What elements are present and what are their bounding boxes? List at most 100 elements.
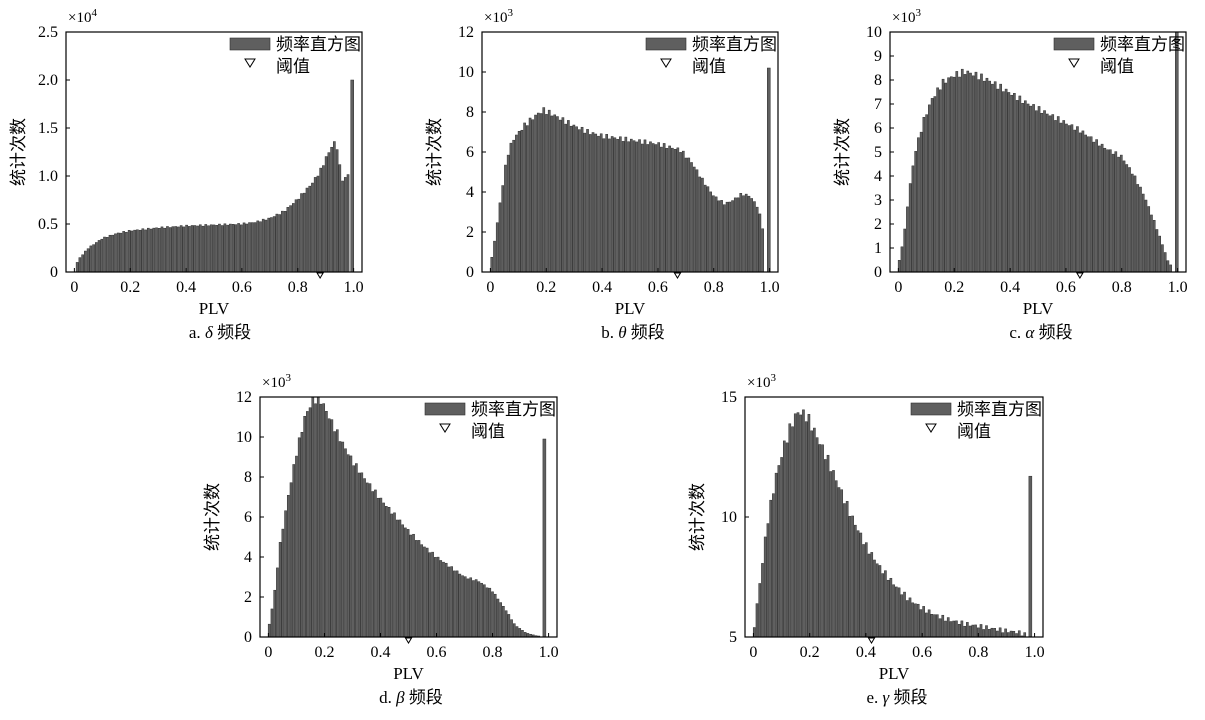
- histogram-bar: [451, 567, 453, 637]
- histogram-bar: [213, 225, 215, 272]
- histogram-bar: [243, 223, 245, 272]
- histogram-bar: [306, 411, 308, 637]
- histogram-bar: [1013, 93, 1015, 272]
- histogram-bar: [112, 235, 114, 272]
- histogram-bar: [652, 144, 654, 272]
- histogram-bar: [461, 576, 463, 637]
- histogram-bar: [355, 464, 357, 637]
- histogram-bar: [589, 134, 591, 272]
- y-tick-label: 4: [466, 184, 474, 201]
- y-tick-label: 1.5: [38, 120, 58, 137]
- histogram-bar: [920, 610, 922, 637]
- histogram-bar: [761, 563, 763, 637]
- histogram-bar: [983, 81, 985, 272]
- histogram-bar: [518, 131, 520, 272]
- histogram-bar: [265, 220, 267, 272]
- histogram-bar: [483, 585, 485, 637]
- histogram-bar: [838, 488, 840, 637]
- histogram-bar: [284, 211, 286, 272]
- histogram-bar: [391, 514, 393, 637]
- histogram-bar: [901, 595, 903, 637]
- histogram-bar: [647, 144, 649, 272]
- panel-band-suffix: 频段: [409, 688, 443, 708]
- histogram-bar: [1087, 137, 1089, 272]
- histogram-bar: [478, 582, 480, 637]
- x-tick-label: 0.4: [592, 279, 612, 296]
- histogram-bar: [339, 442, 341, 638]
- histogram-bar: [545, 114, 547, 272]
- histogram-bar: [923, 117, 925, 272]
- histogram-bar: [199, 225, 201, 272]
- legend-hist-label: 频率直方图: [471, 400, 556, 420]
- histogram-bar: [606, 134, 608, 272]
- histogram-bar: [311, 183, 313, 272]
- histogram-bar: [865, 543, 867, 637]
- histogram-bar: [581, 127, 583, 272]
- histogram-bar: [710, 192, 712, 272]
- histogram-bar: [314, 177, 316, 272]
- histogram-bar: [499, 203, 501, 272]
- histogram-bar: [925, 613, 927, 637]
- histogram-bar: [524, 123, 526, 272]
- histogram-bar: [169, 228, 171, 272]
- histogram-bar: [262, 219, 264, 272]
- histogram-bar: [988, 629, 990, 637]
- histogram-bar: [1156, 229, 1158, 272]
- histogram-bar: [429, 553, 431, 637]
- histogram-bar: [372, 492, 374, 637]
- histogram-bar: [120, 233, 122, 272]
- histogram-bar: [273, 217, 275, 272]
- histogram-bar: [846, 501, 848, 637]
- histogram-bar: [857, 531, 859, 637]
- histogram-bar: [1057, 116, 1059, 272]
- histogram-bar: [1005, 629, 1007, 637]
- legend-hist-label: 频率直方图: [1100, 35, 1185, 55]
- histogram-bar: [227, 225, 229, 272]
- legend-threshold-symbol: [440, 424, 450, 432]
- histogram-bar: [150, 229, 152, 272]
- histogram-bar: [1142, 194, 1144, 272]
- histogram-bar: [161, 227, 163, 272]
- histogram-bar: [442, 562, 444, 637]
- histogram-bar: [983, 629, 985, 637]
- panel-band-symbol: β: [395, 688, 409, 707]
- histogram-bar: [1079, 133, 1081, 272]
- histogram-bar: [715, 197, 717, 272]
- histogram-bar: [600, 134, 602, 272]
- histogram-bar: [82, 255, 84, 272]
- panel-caption: c. α 频段: [1009, 323, 1072, 343]
- x-tick-label: 1.0: [1025, 644, 1045, 661]
- histogram-bar: [1016, 100, 1018, 272]
- histogram-bar: [385, 506, 387, 637]
- panel-θ: 0 0.2 0.4 0.6 0.8 1.0024681012×103统计次数PLVb. θ…: [425, 7, 780, 343]
- histogram-bar: [287, 495, 289, 637]
- legend-hist-label: 频率直方图: [957, 400, 1042, 420]
- histogram-bar: [534, 115, 536, 272]
- histogram-bar: [682, 151, 684, 272]
- histogram-bar: [721, 200, 723, 272]
- histogram-bar: [238, 223, 240, 272]
- histogram-bar: [295, 456, 297, 637]
- panel-band-symbol: θ: [618, 323, 631, 342]
- histogram-bar: [101, 239, 103, 272]
- y-axis-label: 统计次数: [833, 118, 853, 186]
- y-tick-label: 7: [874, 96, 882, 113]
- x-tick-label: 0.8: [968, 644, 988, 661]
- histogram-bar: [628, 142, 630, 272]
- histogram-bar: [934, 615, 936, 637]
- histogram-bar: [914, 604, 916, 637]
- histogram-bar: [1115, 152, 1117, 272]
- histogram-bar: [194, 226, 196, 273]
- histogram-bar: [592, 133, 594, 273]
- histogram-bar: [958, 624, 960, 637]
- histogram-bar: [139, 230, 141, 272]
- histogram-bar: [1107, 150, 1109, 272]
- histogram-bar: [456, 571, 458, 637]
- histogram-bar: [617, 139, 619, 272]
- histogram-bar: [611, 136, 613, 272]
- histogram-bar: [106, 237, 108, 272]
- y-tick-label: 9: [874, 48, 882, 65]
- histogram-bar: [353, 466, 355, 637]
- histogram-bar: [1117, 157, 1119, 272]
